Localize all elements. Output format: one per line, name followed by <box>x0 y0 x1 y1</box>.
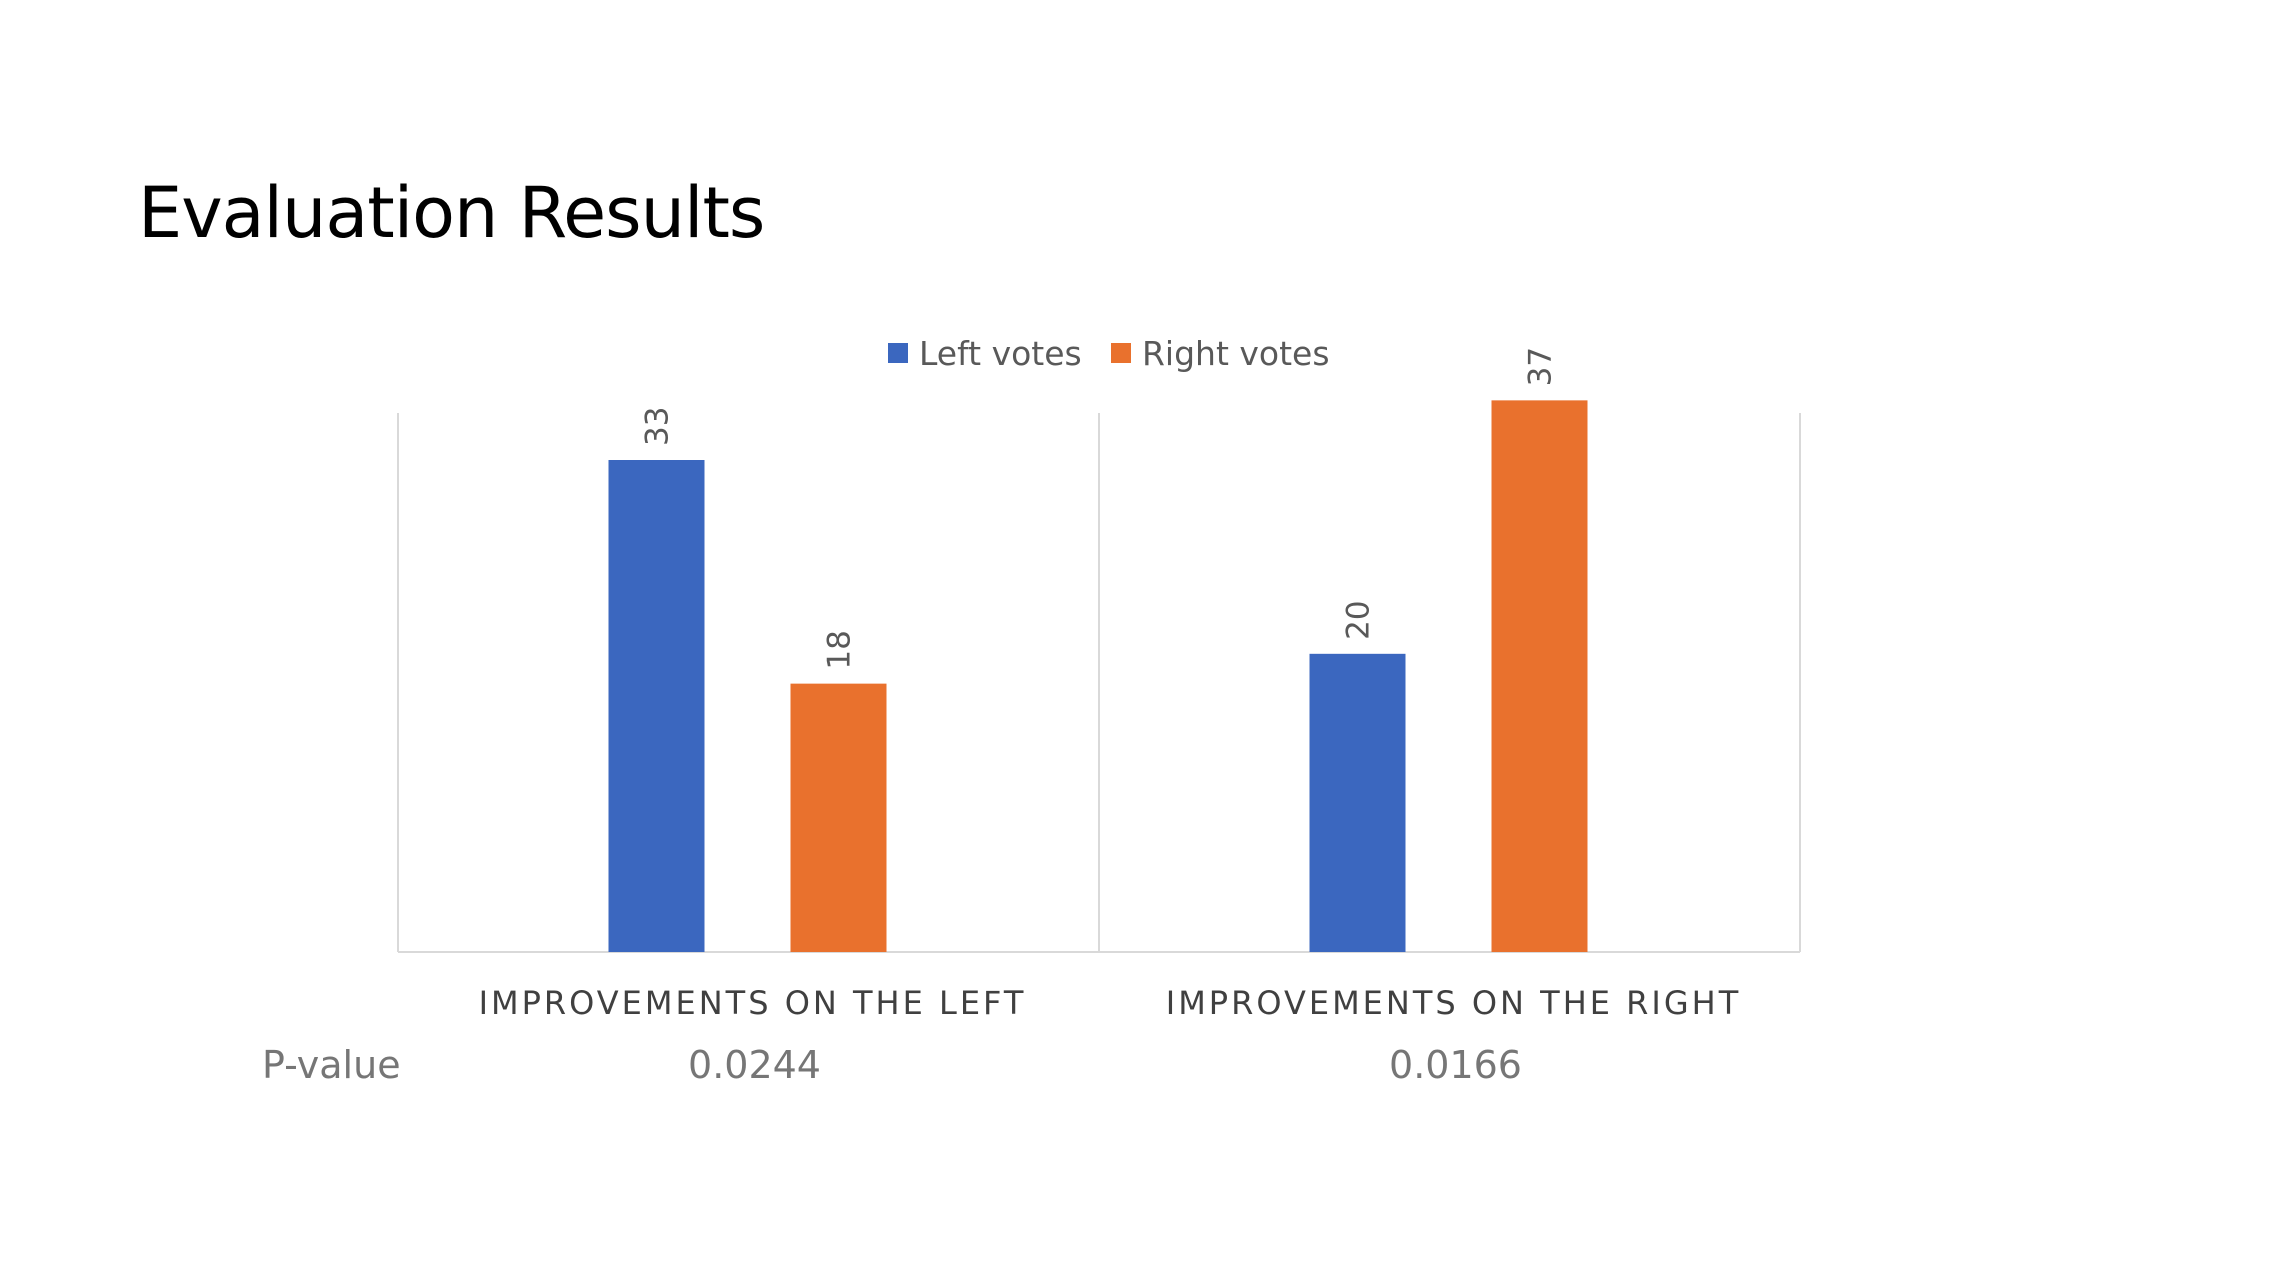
bar-group <box>608 400 1588 952</box>
bar-value-label: 20 <box>1341 600 1377 639</box>
category-axis: IMPROVEMENTS ON THE LEFT IMPROVEMENTS ON … <box>479 984 1741 1022</box>
chart-legend: Left votes Right votes <box>888 334 1330 373</box>
data-labels: 33 18 20 37 <box>640 347 1559 670</box>
bar-left-votes <box>608 460 705 952</box>
bar-right-votes <box>1491 400 1588 952</box>
legend-entry: Right votes <box>1142 334 1330 373</box>
bar-left-votes <box>1309 653 1406 952</box>
bar-value-label: 37 <box>1523 347 1559 386</box>
plot-frame <box>397 413 1801 953</box>
slide-title: Evaluation Results <box>138 172 765 254</box>
legend-swatch <box>888 343 908 363</box>
pvalue-row: P-value 0.0244 0.0166 <box>262 1043 1522 1087</box>
category-label: IMPROVEMENTS ON THE LEFT <box>479 984 1027 1022</box>
bar-right-votes <box>790 683 887 952</box>
pvalue-value: 0.0244 <box>688 1043 821 1087</box>
pvalue-label: P-value <box>262 1043 401 1087</box>
legend-swatch <box>1111 343 1131 363</box>
bar-value-label: 33 <box>640 407 676 446</box>
pvalue-value: 0.0166 <box>1389 1043 1522 1087</box>
category-label: IMPROVEMENTS ON THE RIGHT <box>1166 984 1741 1022</box>
bar-value-label: 18 <box>822 630 858 669</box>
legend-entry: Left votes <box>919 334 1082 373</box>
